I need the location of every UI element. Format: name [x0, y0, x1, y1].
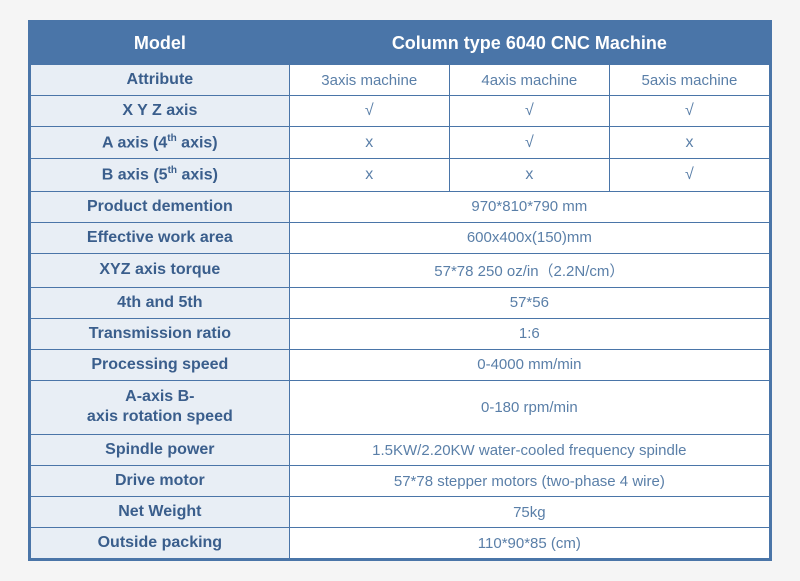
row-b-axis: B axis (5th axis) x x √ [31, 159, 770, 191]
col-4axis: 4axis machine [449, 65, 609, 96]
label-spindle: Spindle power [31, 435, 290, 466]
a-3: x [289, 127, 449, 159]
a-4: √ [449, 127, 609, 159]
row-xyztorque: XYZ axis torque 57*78 250 oz/in（2.2N/cm） [31, 253, 770, 287]
label-trans: Transmission ratio [31, 318, 290, 349]
label-xyz: X Y Z axis [31, 96, 290, 127]
spec-table: Model Column type 6040 CNC Machine Attri… [28, 20, 772, 561]
row-4th5th: 4th and 5th 57*56 [31, 287, 770, 318]
label-a-axis: A axis (4th axis) [31, 127, 290, 159]
b-5: √ [609, 159, 769, 191]
xyz-5: √ [609, 96, 769, 127]
row-trans: Transmission ratio 1:6 [31, 318, 770, 349]
row-netw: Net Weight 75kg [31, 497, 770, 528]
row-pack: Outside packing 110*90*85 (cm) [31, 528, 770, 559]
val-abrot: 0-180 rpm/min [289, 380, 769, 435]
val-trans: 1:6 [289, 318, 769, 349]
attribute-label: Attribute [31, 65, 290, 96]
row-workarea: Effective work area 600x400x(150)mm [31, 222, 770, 253]
label-b-axis: B axis (5th axis) [31, 159, 290, 191]
label-drive: Drive motor [31, 466, 290, 497]
row-abrot: A-axis B-axis rotation speed 0-180 rpm/m… [31, 380, 770, 435]
val-spindle: 1.5KW/2.20KW water-cooled frequency spin… [289, 435, 769, 466]
subheader-row: Attribute 3axis machine 4axis machine 5a… [31, 65, 770, 96]
val-drive: 57*78 stepper motors (two-phase 4 wire) [289, 466, 769, 497]
label-xyztorque: XYZ axis torque [31, 253, 290, 287]
label-netw: Net Weight [31, 497, 290, 528]
row-a-axis: A axis (4th axis) x √ x [31, 127, 770, 159]
val-xyztorque: 57*78 250 oz/in（2.2N/cm） [289, 253, 769, 287]
label-4th5th: 4th and 5th [31, 287, 290, 318]
label-pack: Outside packing [31, 528, 290, 559]
label-workarea: Effective work area [31, 222, 290, 253]
label-abrot: A-axis B-axis rotation speed [31, 380, 290, 435]
row-proc: Processing speed 0-4000 mm/min [31, 349, 770, 380]
val-proc: 0-4000 mm/min [289, 349, 769, 380]
b-3: x [289, 159, 449, 191]
val-4th5th: 57*56 [289, 287, 769, 318]
col-3axis: 3axis machine [289, 65, 449, 96]
val-dimention: 970*810*790 mm [289, 191, 769, 222]
val-netw: 75kg [289, 497, 769, 528]
val-pack: 110*90*85 (cm) [289, 528, 769, 559]
xyz-4: √ [449, 96, 609, 127]
row-spindle: Spindle power 1.5KW/2.20KW water-cooled … [31, 435, 770, 466]
table: Model Column type 6040 CNC Machine Attri… [30, 22, 770, 559]
row-dimention: Product demention 970*810*790 mm [31, 191, 770, 222]
xyz-3: √ [289, 96, 449, 127]
title-header: Column type 6040 CNC Machine [289, 23, 769, 65]
model-header: Model [31, 23, 290, 65]
val-workarea: 600x400x(150)mm [289, 222, 769, 253]
b-4: x [449, 159, 609, 191]
label-dimention: Product demention [31, 191, 290, 222]
row-drive: Drive motor 57*78 stepper motors (two-ph… [31, 466, 770, 497]
col-5axis: 5axis machine [609, 65, 769, 96]
a-5: x [609, 127, 769, 159]
label-proc: Processing speed [31, 349, 290, 380]
row-xyz: X Y Z axis √ √ √ [31, 96, 770, 127]
header-row: Model Column type 6040 CNC Machine [31, 23, 770, 65]
